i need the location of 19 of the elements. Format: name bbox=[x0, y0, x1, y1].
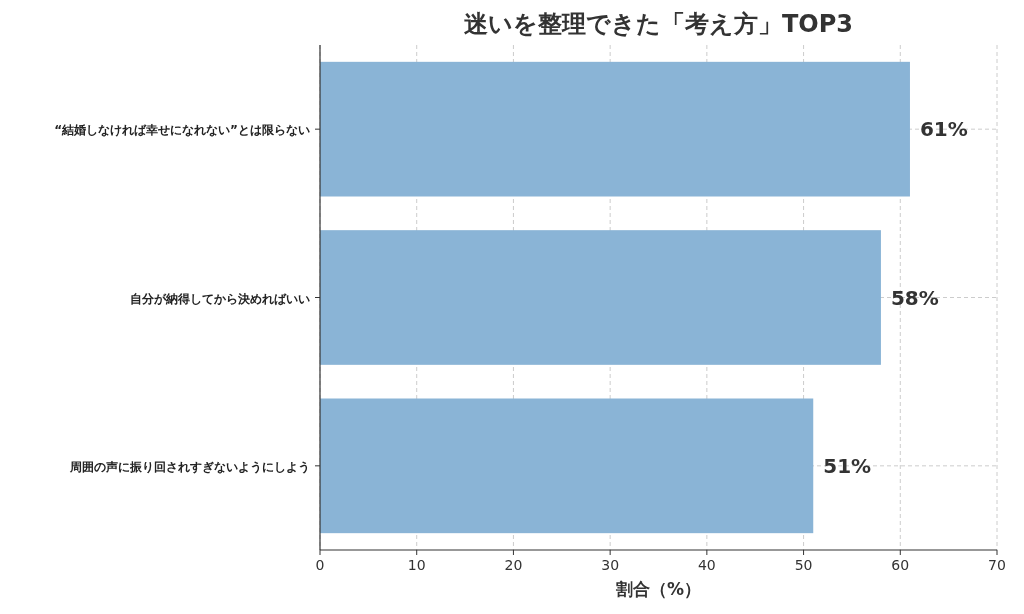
y-tick-label: 周囲の声に振り回されすぎないようにしよう bbox=[69, 459, 310, 474]
x-tick-label: 10 bbox=[407, 557, 426, 573]
bar bbox=[320, 230, 881, 365]
x-axis-title: 割合（%） bbox=[614, 579, 702, 599]
data-label: 58% bbox=[890, 285, 939, 310]
x-tick-label: 0 bbox=[315, 557, 325, 573]
bar bbox=[320, 61, 910, 197]
y-tick-label: “結婚しなければ幸せになれない”とは限らない bbox=[54, 123, 310, 138]
bar bbox=[320, 398, 814, 534]
data-label: 61% bbox=[919, 117, 968, 142]
x-tick-label: 40 bbox=[697, 557, 716, 573]
x-tick-label: 30 bbox=[601, 557, 620, 573]
data-label: 51% bbox=[823, 453, 872, 478]
x-tick-label: 20 bbox=[504, 557, 523, 573]
x-tick-label: 60 bbox=[891, 557, 910, 573]
x-tick-label: 50 bbox=[794, 557, 813, 573]
y-tick-label: 自分が納得してから決めればいい bbox=[130, 291, 310, 306]
x-tick-label: 70 bbox=[988, 557, 1006, 573]
chart-title: 迷いを整理できた「考え方」TOP3 bbox=[463, 10, 854, 38]
